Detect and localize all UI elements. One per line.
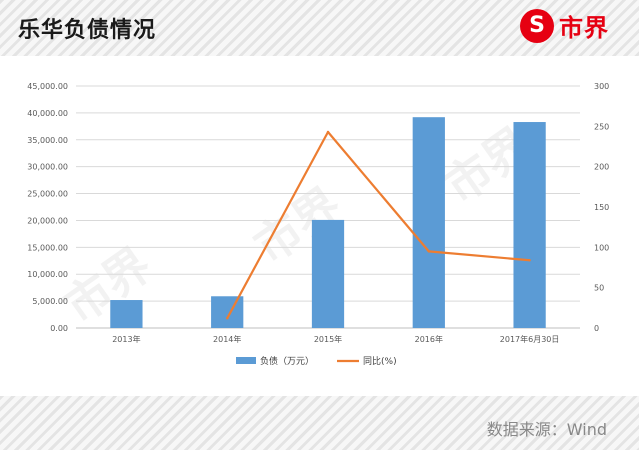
y-left-tick-label: 5,000.00 — [32, 297, 68, 306]
y-left-tick-label: 45,000.00 — [27, 82, 68, 91]
legend-label-bar: 负债（万元） — [260, 355, 314, 367]
y-left-tick-label: 30,000.00 — [27, 163, 68, 172]
line-point — [427, 250, 430, 253]
y-left-tick-label: 10,000.00 — [27, 270, 68, 279]
line-point — [528, 259, 531, 262]
x-tick-label: 2014年 — [213, 334, 241, 344]
line-point — [326, 130, 330, 134]
bar — [412, 117, 445, 328]
bar — [311, 219, 345, 328]
y-right-tick-label: 50 — [594, 284, 604, 293]
x-tick-label: 2017年6月30日 — [500, 334, 560, 344]
chart: 0.00 5,000.00 10,000.00 15,000.00 20,000.00 2… — [27, 82, 609, 367]
y-right-tick-label: 0 — [594, 324, 599, 333]
y-right-tick-label: 300 — [594, 82, 609, 91]
y-right-tick-label: 250 — [594, 122, 609, 131]
x-tick-label: 2016年 — [415, 334, 443, 344]
footer-bar — [0, 396, 639, 450]
legend-swatch-bar — [236, 357, 256, 364]
y-right-tick-label: 150 — [594, 203, 609, 212]
bar — [110, 300, 143, 328]
header-bar: 乐华负债情况 S 市界 — [0, 0, 639, 56]
page-title: 乐华负债情况 — [18, 18, 157, 43]
x-tick-label: 2013年 — [112, 334, 140, 344]
y-left-tick-label: 0.00 — [50, 324, 68, 333]
y-right-tick-label: 100 — [594, 243, 609, 252]
line-point — [226, 317, 229, 320]
legend-label-line: 同比(%) — [363, 355, 397, 367]
s-circle-logo-icon: S — [520, 8, 554, 43]
y-left-tick-label: 35,000.00 — [27, 136, 68, 145]
y-left-tick-label: 20,000.00 — [27, 216, 68, 225]
data-source: 数据来源：Wind — [486, 420, 607, 439]
series-line — [226, 130, 530, 319]
y-right-tick-label: 200 — [594, 163, 609, 172]
bar — [513, 122, 546, 328]
brand-logo: S 市界 — [520, 8, 609, 43]
brand-name: 市界 — [559, 14, 609, 42]
x-tick-label: 2015年 — [314, 334, 342, 344]
bar — [211, 296, 244, 328]
y-left-tick-label: 15,000.00 — [27, 243, 68, 252]
y-left-tick-label: 25,000.00 — [27, 190, 68, 199]
y-left-tick-label: 40,000.00 — [27, 109, 68, 118]
